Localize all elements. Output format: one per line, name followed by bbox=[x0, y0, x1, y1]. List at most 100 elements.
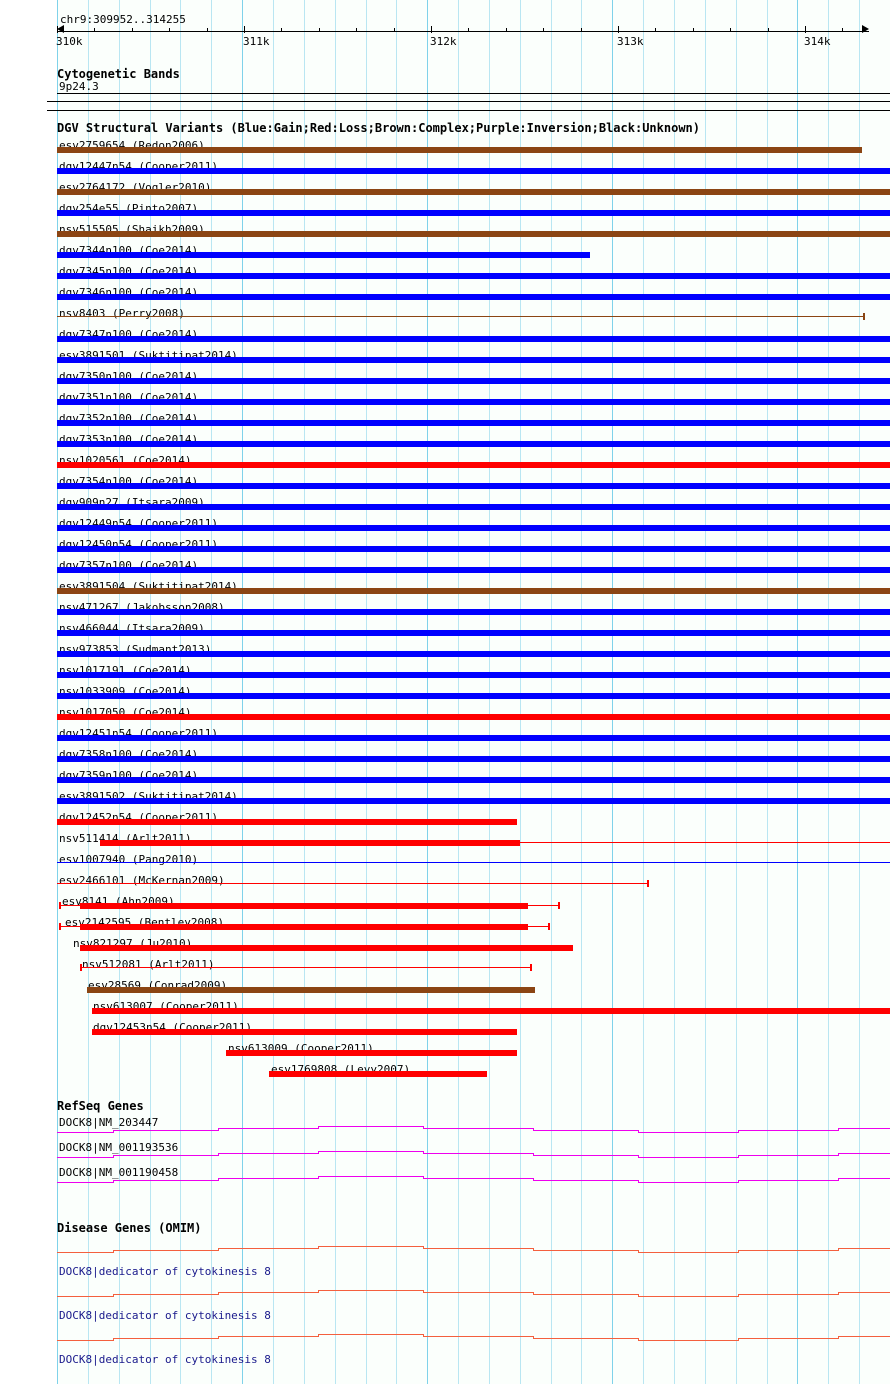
refseq-gene-line[interactable] bbox=[638, 1132, 738, 1133]
refseq-gene-line[interactable] bbox=[838, 1178, 890, 1179]
refseq-gene-line[interactable] bbox=[218, 1153, 318, 1154]
disease-gene-line[interactable] bbox=[113, 1250, 218, 1251]
dgv-variant-bar[interactable] bbox=[80, 945, 573, 951]
disease-gene-line[interactable] bbox=[218, 1248, 318, 1249]
disease-gene-line[interactable] bbox=[838, 1336, 890, 1337]
disease-gene-line[interactable] bbox=[533, 1294, 638, 1295]
dgv-variant-bar[interactable] bbox=[57, 231, 890, 237]
dgv-variant-label[interactable]: dgv12449n54 (Cooper2011) bbox=[59, 517, 218, 530]
dgv-variant-bar[interactable] bbox=[57, 399, 890, 405]
refseq-gene-line[interactable] bbox=[423, 1128, 533, 1129]
dgv-variant-label[interactable]: dgv12452n54 (Cooper2011) bbox=[59, 811, 218, 824]
refseq-gene-line[interactable] bbox=[738, 1130, 838, 1131]
disease-gene-line[interactable] bbox=[113, 1294, 218, 1295]
dgv-variant-bar[interactable] bbox=[57, 378, 890, 384]
dgv-variant-label[interactable]: nsv613009 (Cooper2011) bbox=[228, 1042, 374, 1055]
disease-gene-line[interactable] bbox=[318, 1290, 423, 1291]
dgv-variant-bar[interactable] bbox=[57, 294, 890, 300]
dgv-variant-bar[interactable] bbox=[226, 1050, 517, 1056]
refseq-gene-line[interactable] bbox=[57, 1182, 113, 1183]
disease-gene-line[interactable] bbox=[113, 1338, 218, 1339]
dgv-variant-bar[interactable] bbox=[57, 462, 890, 468]
dgv-variant-bar[interactable] bbox=[57, 147, 862, 153]
dgv-variant-label[interactable]: dgv7351n100 (Coe2014) bbox=[59, 391, 199, 404]
dgv-variant-bar[interactable] bbox=[57, 651, 890, 657]
dgv-variant-label[interactable]: esv3891504 (Suktitipat2014) bbox=[59, 580, 238, 593]
dgv-variant-label[interactable]: nsv821297 (Ju2010) bbox=[73, 937, 193, 950]
refseq-gene-label[interactable]: DOCK8|NM_001193536 bbox=[59, 1141, 179, 1154]
dgv-variant-label[interactable]: esv3891502 (Suktitipat2014) bbox=[59, 790, 238, 803]
dgv-variant-bar[interactable] bbox=[57, 714, 890, 720]
dgv-variant-bar[interactable] bbox=[57, 819, 517, 825]
dgv-variant-label[interactable]: dgv12447n54 (Cooper2011) bbox=[59, 160, 218, 173]
disease-gene-line[interactable] bbox=[533, 1250, 638, 1251]
dgv-variant-bar[interactable] bbox=[80, 903, 528, 909]
refseq-gene-line[interactable] bbox=[113, 1130, 218, 1131]
disease-gene-label[interactable]: DOCK8|dedicator of cytokinesis 8 bbox=[59, 1309, 271, 1322]
refseq-gene-line[interactable] bbox=[57, 1132, 113, 1133]
dgv-variant-label[interactable]: dgv909n27 (Itsara2009) bbox=[59, 496, 205, 509]
dgv-variant-label[interactable]: dgv7353n100 (Coe2014) bbox=[59, 433, 199, 446]
disease-gene-line[interactable] bbox=[738, 1250, 838, 1251]
dgv-variant-bar[interactable] bbox=[57, 336, 890, 342]
dgv-variant-label[interactable]: nsv512081 (Arlt2011) bbox=[82, 958, 215, 971]
dgv-variant-label[interactable]: nsv1017050 (Coe2014) bbox=[59, 706, 192, 719]
dgv-variant-label[interactable]: dgv7357n100 (Coe2014) bbox=[59, 559, 199, 572]
dgv-variant-bar[interactable] bbox=[57, 504, 890, 510]
disease-gene-label[interactable]: DOCK8|dedicator of cytokinesis 8 bbox=[59, 1265, 271, 1278]
dgv-variant-label[interactable]: esv1769808 (Levy2007) bbox=[271, 1063, 411, 1076]
disease-gene-line[interactable] bbox=[738, 1294, 838, 1295]
left-arrow-icon[interactable] bbox=[57, 25, 64, 33]
dgv-variant-label[interactable]: dgv7358n100 (Coe2014) bbox=[59, 748, 199, 761]
dgv-variant-label[interactable]: nsv973853 (Sudmant2013) bbox=[59, 643, 212, 656]
refseq-gene-line[interactable] bbox=[533, 1155, 638, 1156]
dgv-variant-label[interactable]: esv2759654 (Redon2006) bbox=[59, 139, 205, 152]
disease-gene-line[interactable] bbox=[423, 1292, 533, 1293]
refseq-gene-line[interactable] bbox=[113, 1180, 218, 1181]
dgv-variant-bar[interactable] bbox=[57, 672, 890, 678]
dgv-variant-label[interactable]: esv1007940 (Pang2010) bbox=[59, 853, 199, 866]
dgv-variant-bar[interactable] bbox=[57, 441, 890, 447]
dgv-variant-line[interactable] bbox=[80, 967, 530, 968]
refseq-gene-line[interactable] bbox=[218, 1128, 318, 1129]
dgv-variant-bar[interactable] bbox=[57, 588, 890, 594]
disease-gene-line[interactable] bbox=[533, 1338, 638, 1339]
dgv-variant-bar[interactable] bbox=[57, 609, 890, 615]
disease-gene-line[interactable] bbox=[57, 1296, 113, 1297]
disease-gene-label[interactable]: DOCK8|dedicator of cytokinesis 8 bbox=[59, 1353, 271, 1366]
dgv-variant-bar[interactable] bbox=[57, 693, 890, 699]
disease-gene-line[interactable] bbox=[318, 1334, 423, 1335]
refseq-gene-line[interactable] bbox=[738, 1155, 838, 1156]
dgv-variant-bar[interactable] bbox=[57, 168, 890, 174]
dgv-variant-label[interactable]: dgv7352n100 (Coe2014) bbox=[59, 412, 199, 425]
dgv-variant-bar[interactable] bbox=[57, 525, 890, 531]
dgv-variant-label[interactable]: nsv511414 (Arlt2011) bbox=[59, 832, 192, 845]
disease-gene-line[interactable] bbox=[638, 1340, 738, 1341]
dgv-variant-label[interactable]: dgv7345n100 (Coe2014) bbox=[59, 265, 199, 278]
dgv-variant-bar[interactable] bbox=[57, 798, 890, 804]
disease-gene-line[interactable] bbox=[318, 1246, 423, 1247]
dgv-variant-bar[interactable] bbox=[57, 756, 890, 762]
dgv-variant-line[interactable] bbox=[57, 316, 863, 317]
dgv-variant-label[interactable]: dgv7350n100 (Coe2014) bbox=[59, 370, 199, 383]
disease-gene-line[interactable] bbox=[738, 1338, 838, 1339]
dgv-variant-bar[interactable] bbox=[57, 420, 890, 426]
dgv-variant-bar[interactable] bbox=[92, 1029, 517, 1035]
refseq-gene-line[interactable] bbox=[638, 1157, 738, 1158]
disease-gene-line[interactable] bbox=[838, 1248, 890, 1249]
refseq-gene-line[interactable] bbox=[218, 1178, 318, 1179]
refseq-gene-line[interactable] bbox=[638, 1182, 738, 1183]
dgv-variant-bar[interactable] bbox=[57, 210, 890, 216]
dgv-variant-label[interactable]: dgv7359n100 (Coe2014) bbox=[59, 769, 199, 782]
dgv-variant-label[interactable]: esv8141 (Ahn2009) bbox=[62, 895, 175, 908]
dgv-variant-bar[interactable] bbox=[57, 546, 890, 552]
dgv-variant-bar[interactable] bbox=[87, 987, 535, 993]
refseq-gene-line[interactable] bbox=[318, 1176, 423, 1177]
dgv-variant-bar[interactable] bbox=[57, 273, 890, 279]
disease-gene-line[interactable] bbox=[423, 1248, 533, 1249]
refseq-gene-label[interactable]: DOCK8|NM_203447 bbox=[59, 1116, 159, 1129]
disease-gene-line[interactable] bbox=[57, 1252, 113, 1253]
dgv-variant-bar[interactable] bbox=[57, 189, 890, 195]
refseq-gene-line[interactable] bbox=[838, 1128, 890, 1129]
dgv-variant-bar[interactable] bbox=[269, 1071, 487, 1077]
